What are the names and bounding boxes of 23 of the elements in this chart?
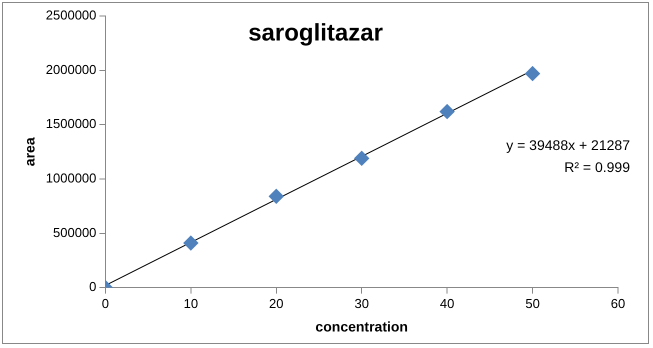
point [354, 150, 370, 166]
y-tick-label: 2500000 [46, 8, 96, 23]
x-tick-label: 50 [525, 296, 540, 311]
x-tick-label: 60 [610, 296, 626, 311]
x-axis-title: concentration [315, 318, 408, 334]
y-tick-label: 1000000 [46, 170, 96, 186]
y-tick-label: 2000000 [46, 62, 96, 77]
annotation: R² = 0.999 [564, 159, 630, 176]
point [268, 188, 284, 204]
x-tick-label: 30 [354, 296, 369, 311]
point [525, 66, 540, 82]
chart-title: saroglitazar [248, 20, 383, 47]
x-tick-label: 20 [269, 296, 284, 311]
x-tick-label: 40 [440, 296, 454, 311]
point [183, 236, 198, 251]
y-tick-label: 500000 [53, 224, 96, 240]
point [440, 104, 455, 120]
y-tick-label: 0 [89, 279, 96, 294]
x-tick-label: 10 [184, 296, 198, 311]
x-tick-label: 0 [102, 296, 110, 311]
annotation: y = 39488x + 21287 [506, 137, 630, 154]
y-axis-title: area [21, 137, 38, 166]
y-tick-label: 1500000 [46, 116, 96, 132]
